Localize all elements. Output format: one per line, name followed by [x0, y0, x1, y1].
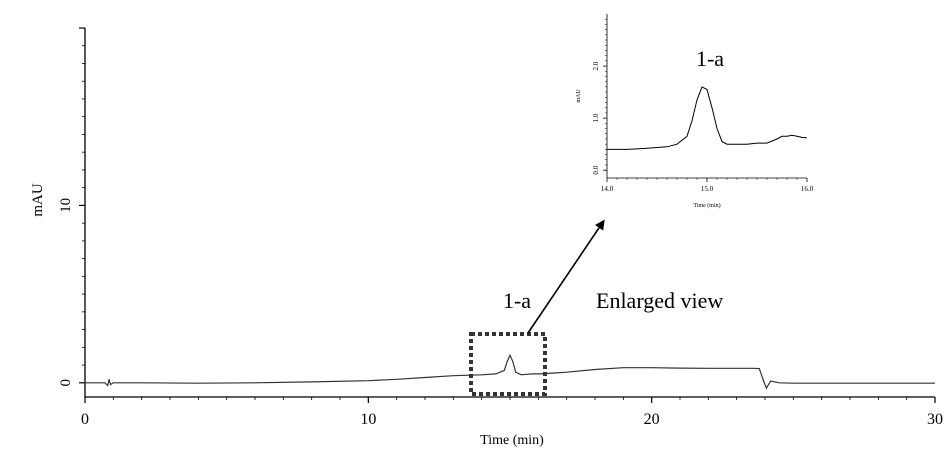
main-y-tick-label: 10	[58, 198, 74, 213]
peak-label-1a: 1-a	[503, 288, 531, 313]
inset-x-tick-label: 16.0	[801, 185, 814, 193]
inset-y-axis-label: mAU	[576, 89, 582, 103]
inset-y-tick-label: 2.0	[592, 61, 600, 70]
inset-title: 1-a	[696, 46, 724, 71]
inset-series-line	[607, 86, 808, 150]
enlarge-arrow	[527, 219, 605, 334]
enlarged-view-label: Enlarged view	[596, 288, 723, 313]
inset-x-tick-label: 14.0	[601, 185, 614, 193]
main-x-tick-label: 10	[360, 411, 376, 428]
inset-chart: 14.0 15.0 16.0 0.0 1.0 2.0 1-a Time (min) mA…	[576, 14, 814, 209]
main-chart: 0 10 20 30 0 10 Time (min) mAU 1-a Enlarged …	[30, 27, 943, 448]
main-x-axis-label: Time (min)	[480, 433, 544, 448]
inset-y-tick-label: 0.0	[592, 165, 600, 174]
enlarged-region-box	[469, 332, 547, 396]
main-x-tick-label: 20	[644, 411, 660, 428]
main-y-axis-label: mAU	[30, 183, 46, 217]
inset-x-axis-label: Time (min)	[693, 202, 720, 209]
inset-y-tick-label: 1.0	[592, 113, 600, 122]
main-x-tick-label: 0	[81, 411, 89, 428]
main-series-line	[85, 353, 935, 390]
main-x-tick-label: 30	[927, 411, 943, 428]
inset-x-tick-label: 15.0	[701, 185, 714, 193]
main-y-tick-label: 0	[58, 379, 74, 387]
